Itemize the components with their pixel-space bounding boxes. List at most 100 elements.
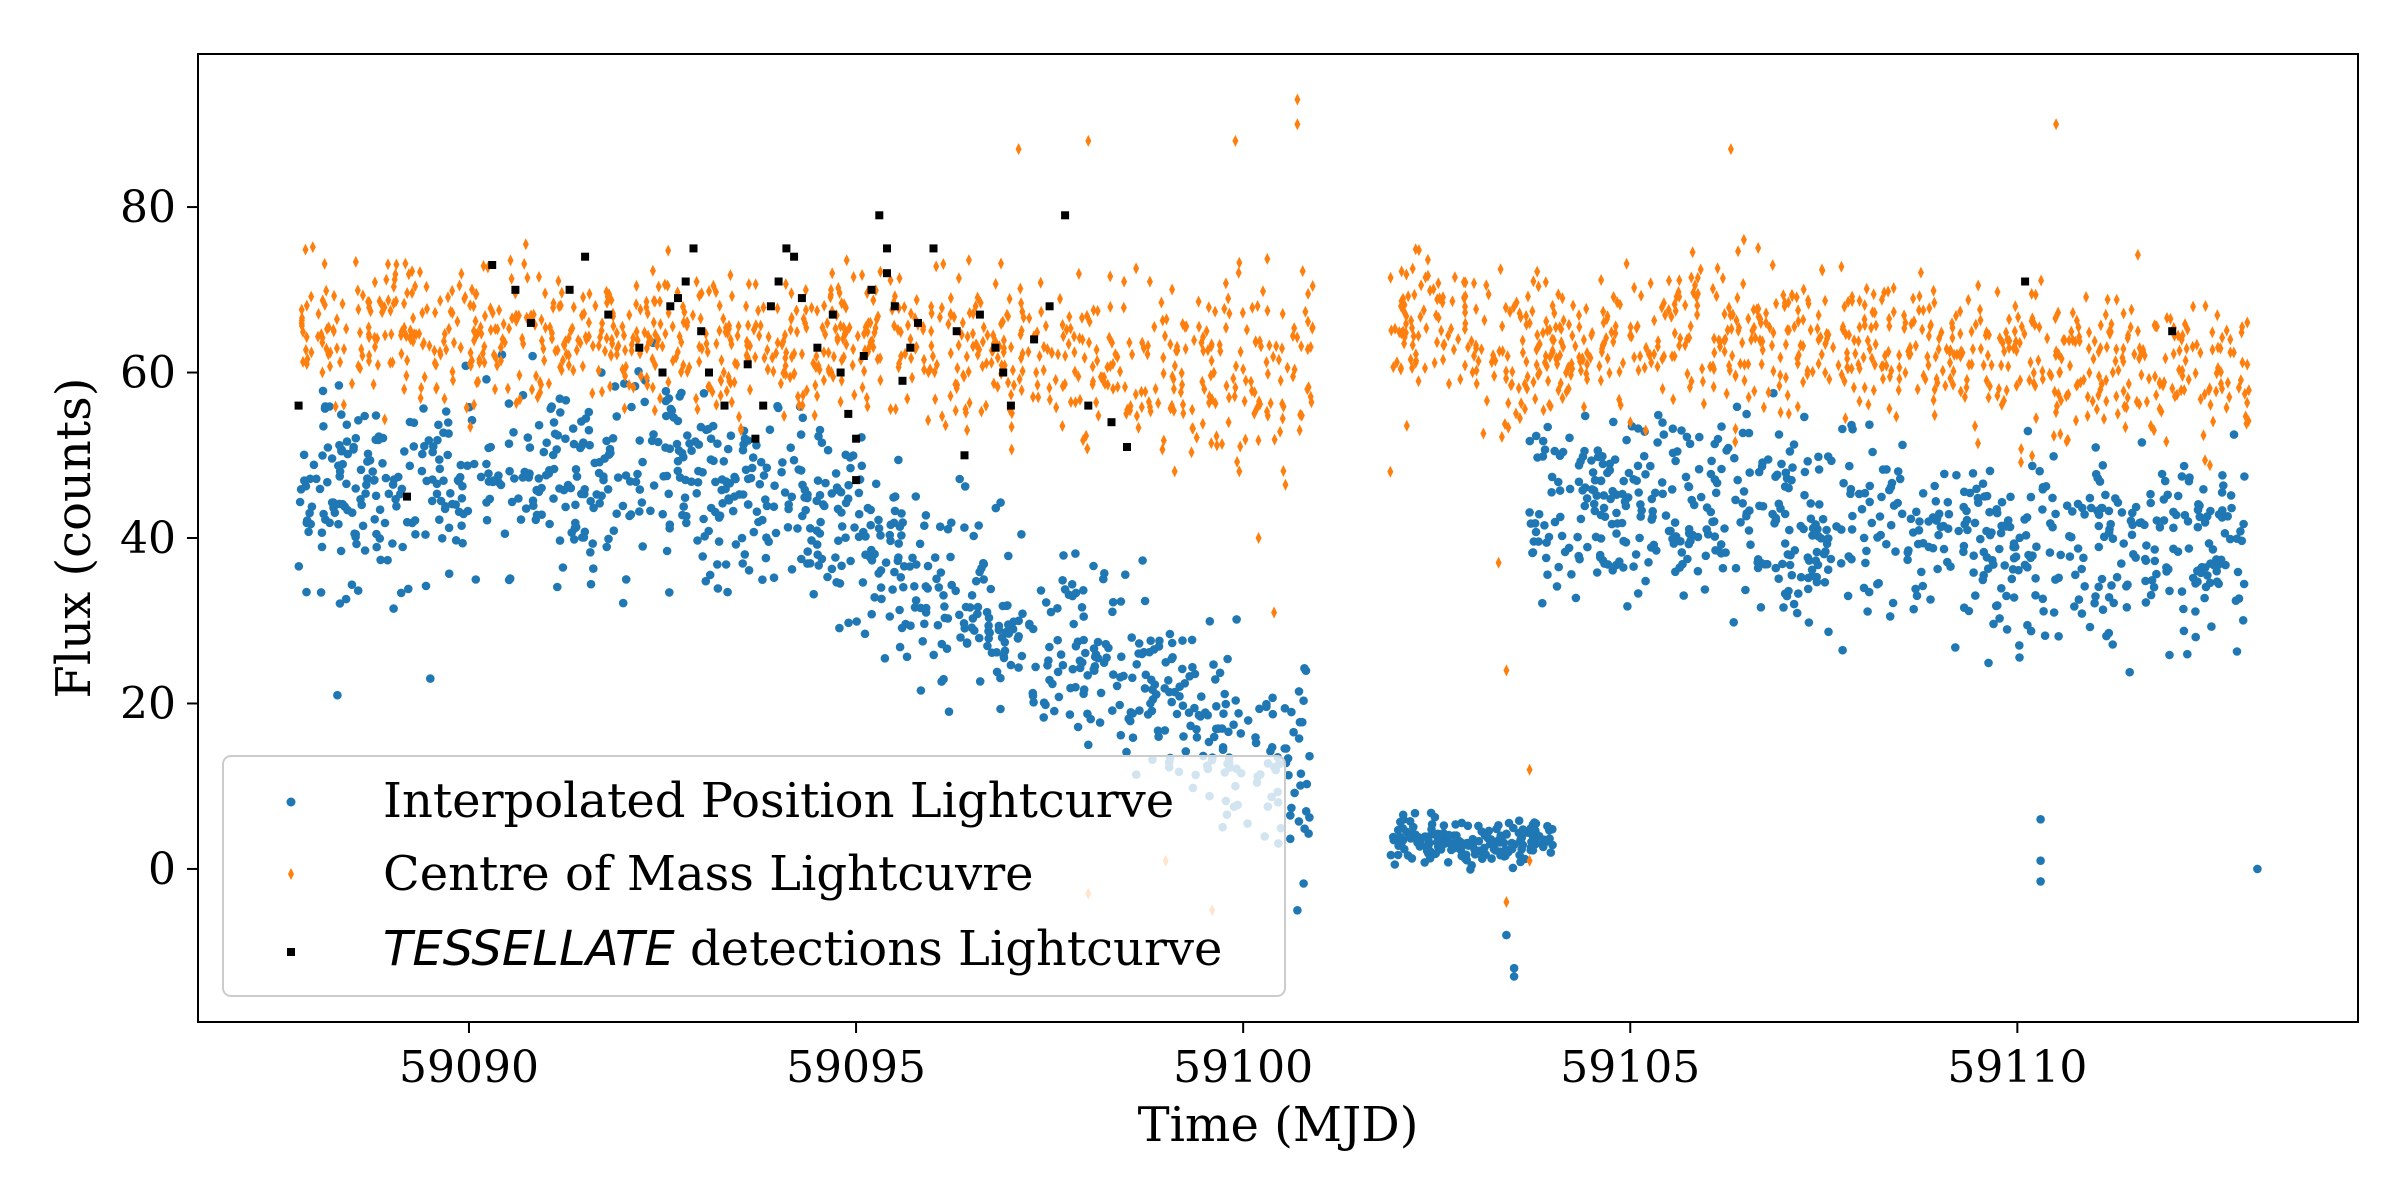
data-point bbox=[693, 536, 702, 545]
data-point bbox=[558, 563, 568, 572]
data-point bbox=[703, 337, 710, 350]
data-point bbox=[1745, 391, 1752, 404]
data-point bbox=[1886, 312, 1893, 325]
data-point bbox=[1997, 584, 2006, 593]
data-point bbox=[1158, 296, 1165, 309]
data-point bbox=[1710, 363, 1717, 376]
data-point bbox=[994, 351, 1001, 364]
data-point bbox=[803, 559, 812, 568]
data-point bbox=[2065, 531, 2074, 541]
data-point bbox=[1654, 410, 1663, 420]
data-point bbox=[895, 605, 904, 615]
data-point bbox=[1677, 548, 1687, 557]
data-point bbox=[467, 299, 474, 312]
data-point bbox=[743, 500, 753, 509]
data-point bbox=[1847, 525, 1857, 534]
data-point bbox=[1763, 455, 1773, 464]
data-point bbox=[1639, 451, 1649, 461]
data-point bbox=[832, 578, 841, 587]
data-point bbox=[677, 448, 687, 458]
data-point bbox=[1071, 365, 1078, 378]
data-point bbox=[2209, 343, 2216, 356]
data-point bbox=[443, 343, 450, 356]
data-point bbox=[719, 457, 729, 466]
data-point bbox=[1603, 313, 1610, 326]
data-point bbox=[1162, 330, 1168, 342]
data-point bbox=[1863, 282, 1870, 295]
data-point bbox=[1447, 845, 1456, 855]
data-point bbox=[626, 309, 633, 321]
data-point bbox=[1094, 305, 1101, 317]
data-point bbox=[634, 334, 641, 347]
data-point bbox=[999, 368, 1008, 377]
data-point bbox=[2084, 410, 2091, 422]
data-point bbox=[1544, 324, 1551, 337]
data-point bbox=[1279, 342, 1285, 355]
data-point bbox=[1168, 653, 1177, 662]
data-point bbox=[1688, 271, 1695, 284]
data-point bbox=[2027, 356, 2034, 369]
data-point bbox=[1462, 359, 1468, 372]
data-point bbox=[2159, 495, 2169, 504]
data-point bbox=[537, 376, 544, 388]
data-point bbox=[1745, 312, 1752, 325]
data-point bbox=[696, 355, 703, 368]
data-point bbox=[2146, 489, 2155, 499]
data-point bbox=[871, 326, 878, 339]
data-point bbox=[771, 528, 781, 538]
data-point bbox=[2091, 469, 2101, 479]
data-point bbox=[930, 553, 940, 562]
data-point bbox=[1299, 265, 1306, 278]
data-point bbox=[1742, 409, 1751, 419]
data-point bbox=[728, 506, 738, 516]
data-point bbox=[403, 492, 411, 501]
data-point bbox=[417, 392, 424, 405]
data-point bbox=[1530, 376, 1537, 389]
data-point bbox=[2032, 288, 2039, 301]
data-point bbox=[2213, 367, 2220, 380]
data-point bbox=[1949, 331, 1956, 344]
data-point bbox=[972, 300, 979, 313]
data-point bbox=[2079, 553, 2088, 563]
data-point bbox=[1043, 661, 1052, 670]
data-point bbox=[1914, 383, 1921, 396]
data-point bbox=[834, 536, 843, 545]
data-point bbox=[630, 381, 637, 394]
data-point bbox=[1279, 307, 1286, 320]
data-point bbox=[1627, 416, 1634, 429]
data-point bbox=[1972, 420, 1978, 433]
data-point bbox=[1497, 263, 1504, 276]
data-point bbox=[637, 370, 644, 383]
data-point bbox=[713, 439, 722, 449]
data-point bbox=[1818, 348, 1825, 361]
data-point bbox=[1795, 315, 1802, 328]
data-point bbox=[1189, 403, 1196, 416]
data-point bbox=[2128, 303, 2135, 316]
data-point bbox=[1531, 527, 1541, 537]
data-point bbox=[1563, 385, 1570, 398]
data-point bbox=[1297, 408, 1304, 421]
data-point bbox=[1581, 401, 1587, 413]
data-point bbox=[1769, 259, 1776, 272]
data-point bbox=[1284, 361, 1291, 374]
data-point bbox=[1785, 447, 1795, 456]
data-point bbox=[1396, 817, 1405, 827]
data-point bbox=[998, 317, 1005, 330]
data-point bbox=[437, 534, 447, 543]
data-point bbox=[1534, 329, 1541, 341]
data-point bbox=[1485, 288, 1492, 301]
data-point bbox=[586, 287, 593, 300]
data-point bbox=[1790, 546, 1800, 555]
data-point bbox=[1302, 305, 1309, 318]
data-point bbox=[450, 374, 456, 387]
data-point bbox=[1480, 427, 1487, 440]
data-point bbox=[1237, 440, 1244, 453]
data-point bbox=[1604, 352, 1611, 365]
data-point bbox=[1231, 696, 1240, 705]
data-point bbox=[1008, 420, 1015, 433]
data-point bbox=[2015, 311, 2022, 324]
data-point bbox=[2052, 312, 2059, 325]
data-point bbox=[1932, 350, 1939, 363]
data-point bbox=[1578, 486, 1587, 495]
data-point bbox=[1822, 338, 1829, 350]
